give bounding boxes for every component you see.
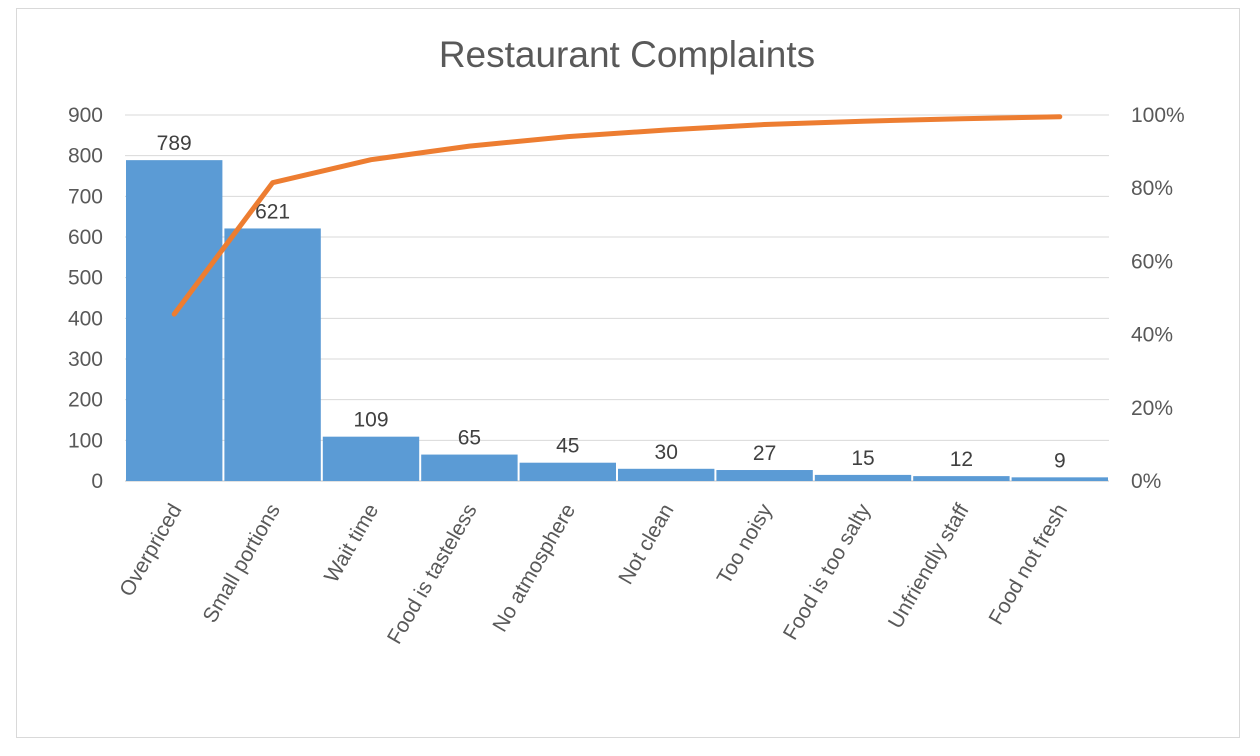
bar-series — [126, 160, 1108, 481]
category-label: Wait time — [320, 500, 383, 587]
bar — [618, 468, 715, 481]
chart-svg: Restaurant Complaints 0 100 200 300 400 500 60… — [68, 34, 1185, 648]
left-axis-tick-label: 500 — [68, 267, 103, 290]
cumulative-line-series — [171, 114, 1063, 317]
bar-data-label: 109 — [353, 409, 388, 432]
data-labels: 789 621 109 65 45 30 27 15 12 9 — [157, 132, 1066, 472]
left-axis-tick-label: 400 — [68, 307, 103, 330]
chart-frame: Restaurant Complaints 0 100 200 300 400 500 60… — [16, 8, 1240, 738]
left-axis-tick-label: 300 — [68, 348, 103, 371]
cumulative-line — [171, 114, 1063, 317]
right-axis-tick-label: 100% — [1131, 104, 1185, 127]
bar-data-label: 9 — [1054, 449, 1066, 472]
bar — [716, 470, 813, 481]
category-label: Unfriendly staff — [884, 500, 974, 633]
category-axis: Overpriced Small portions Wait time Food is… — [115, 500, 1072, 648]
bar-data-label: 65 — [458, 427, 481, 450]
bar — [322, 436, 420, 481]
right-axis-tick-label: 80% — [1131, 177, 1173, 200]
left-axis-tick-label: 800 — [68, 145, 103, 168]
bar — [126, 160, 223, 481]
right-axis-tick-label: 20% — [1131, 397, 1173, 420]
left-axis-tick-label: 100 — [68, 429, 103, 452]
bar — [519, 462, 616, 481]
bar-data-label: 27 — [753, 442, 776, 465]
category-label: Not clean — [614, 500, 678, 588]
bar-data-label: 45 — [556, 435, 579, 458]
bar — [224, 228, 321, 481]
category-label: Food is too salty — [779, 500, 876, 644]
left-axis-tick-label: 700 — [68, 185, 103, 208]
left-axis: 0 100 200 300 400 500 600 700 800 900 — [68, 104, 103, 493]
bar-data-label: 621 — [255, 200, 290, 223]
bar-data-label: 12 — [950, 448, 973, 471]
bar — [421, 454, 518, 481]
right-axis-tick-label: 60% — [1131, 250, 1173, 273]
bar-data-label: 789 — [157, 132, 192, 155]
right-axis-tick-label: 40% — [1131, 324, 1173, 347]
category-label: Overpriced — [115, 500, 186, 600]
left-axis-tick-label: 900 — [68, 104, 103, 127]
category-label: Food not fresh — [985, 500, 1073, 629]
chart-title: Restaurant Complaints — [439, 34, 815, 75]
bar — [1011, 477, 1108, 481]
left-axis-tick-label: 200 — [68, 389, 103, 412]
category-label: No atmosphere — [488, 500, 580, 636]
left-axis-tick-label: 600 — [68, 226, 103, 249]
category-label: Food is tasteless — [383, 500, 482, 648]
left-axis-tick-label: 0 — [91, 470, 103, 493]
bar — [814, 474, 912, 481]
right-axis: 0% 20% 40% 60% 80% 100% — [1131, 104, 1185, 493]
bar — [913, 476, 1010, 481]
category-label: Small portions — [198, 500, 284, 627]
category-label: Too noisy — [713, 500, 778, 589]
bar-data-label: 30 — [655, 441, 678, 464]
bar-data-label: 15 — [851, 447, 874, 470]
right-axis-tick-label: 0% — [1131, 470, 1161, 493]
